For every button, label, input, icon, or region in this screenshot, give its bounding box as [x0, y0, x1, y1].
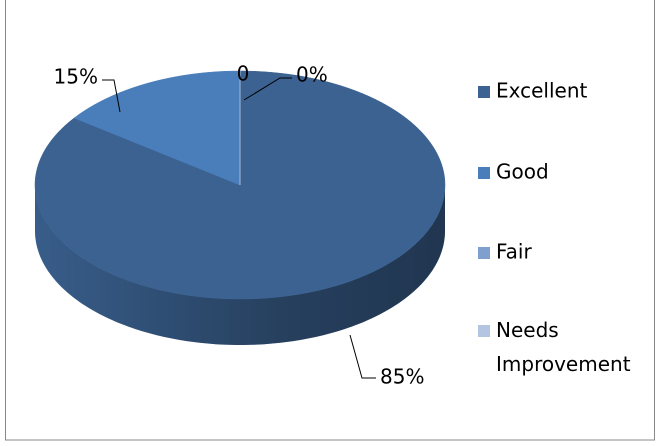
- data-label: 15%: [54, 65, 98, 89]
- legend-swatch: [478, 247, 490, 259]
- data-label: 0%: [296, 63, 328, 87]
- legend-label: Fair: [496, 240, 532, 264]
- legend-label: Excellent: [496, 79, 588, 103]
- legend-swatch: [478, 86, 490, 98]
- pie-slice: [73, 70, 241, 186]
- legend-label: Good: [496, 160, 549, 184]
- pie-side-shade: [35, 185, 445, 345]
- leader-line: [349, 334, 376, 379]
- data-label: 85%: [380, 365, 424, 389]
- legend-label: Needs Improvement: [496, 318, 631, 376]
- legend-swatch: [478, 325, 490, 337]
- leader-line: [102, 79, 121, 113]
- data-label: 0: [237, 62, 250, 86]
- legend-swatch: [478, 167, 490, 179]
- leader-line: [243, 77, 292, 101]
